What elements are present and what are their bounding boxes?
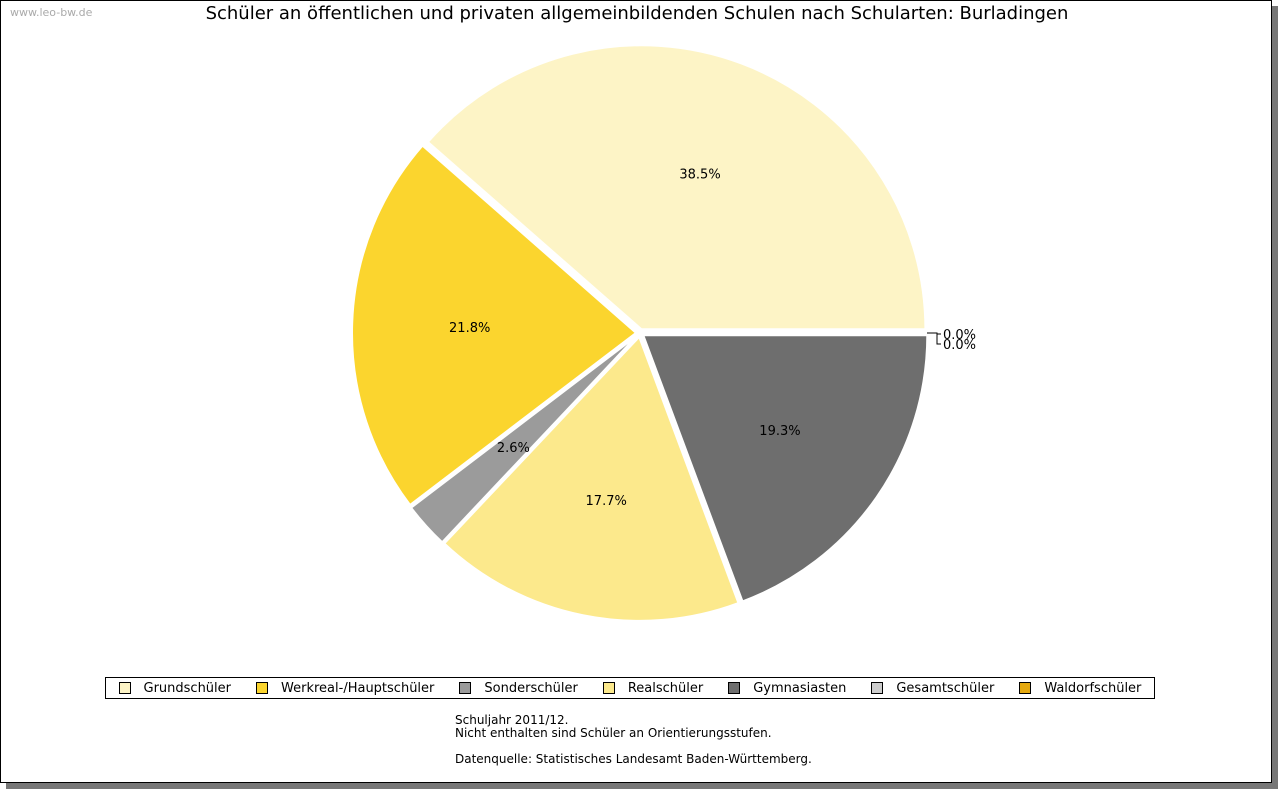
chart-notes: Schuljahr 2011/12. Nicht enthalten sind … xyxy=(455,714,812,766)
legend-swatch xyxy=(256,682,269,694)
slice-label-sonderschüler: 2.6% xyxy=(497,441,530,456)
legend-label: Waldorfschüler xyxy=(1044,680,1142,696)
legend-swatch xyxy=(602,682,615,694)
legend-item-gymnasiasten: Gymnasiasten xyxy=(728,681,846,696)
slice-label-gymnasiasten: 19.3% xyxy=(759,424,800,439)
legend-item-realschüler: Realschüler xyxy=(602,680,704,696)
slice-label-realschüler: 17.7% xyxy=(586,494,627,509)
legend-item-gesamtschüler: Gesamtschüler xyxy=(871,681,994,696)
pie-slice-werkreal-hauptschüler xyxy=(351,144,638,507)
legend-label: Gesamtschüler xyxy=(896,680,995,696)
legend-label: Grundschüler xyxy=(143,680,232,696)
legend-item-waldorfschüler: Waldorfschüler xyxy=(1019,681,1141,696)
pie-slice-sonderschüler xyxy=(409,334,638,544)
slice-label-werkreal-hauptschüler: 21.8% xyxy=(449,321,490,336)
legend-swatch xyxy=(118,682,131,694)
legend-label: Sonderschüler xyxy=(484,680,578,696)
note-school-year: Schuljahr 2011/12. xyxy=(455,713,569,727)
legend-swatch xyxy=(728,682,741,694)
pie-slice-gymnasiasten xyxy=(641,334,929,603)
chart-title: Schüler an öffentlichen und privaten all… xyxy=(205,3,1069,24)
legend-label: Realschüler xyxy=(627,680,704,696)
pie-slice-grundschüler xyxy=(426,44,927,331)
slice-label-gesamtschüler: 0.0% xyxy=(943,328,976,343)
legend: Grundschüler Werkreal-/Hauptschüler Sonder… xyxy=(105,677,1155,699)
legend-swatch xyxy=(871,682,884,694)
leader-line-waldorfschüler xyxy=(927,332,941,345)
legend-swatch xyxy=(1019,682,1032,694)
legend-item-werkreal-hauptschüler: Werkreal-/Hauptschüler xyxy=(256,681,434,696)
slice-label-waldorfschüler: 0.0% xyxy=(943,338,976,353)
note-exclusion: Nicht enthalten sind Schüler an Orientie… xyxy=(455,726,772,740)
note-source: Datenquelle: Statistisches Landesamt Bad… xyxy=(455,752,812,766)
watermark: www.leo-bw.de xyxy=(10,6,93,19)
pie-slice-realschüler xyxy=(442,335,740,622)
legend-label: Gymnasiasten xyxy=(753,680,847,696)
legend-item-sonderschüler: Sonderschüler xyxy=(459,680,578,696)
legend-item-grundschüler: Grundschüler xyxy=(118,680,232,696)
legend-swatch xyxy=(459,682,472,694)
legend-label: Werkreal-/Hauptschüler xyxy=(281,680,435,696)
slice-label-grundschüler: 38.5% xyxy=(679,168,720,183)
